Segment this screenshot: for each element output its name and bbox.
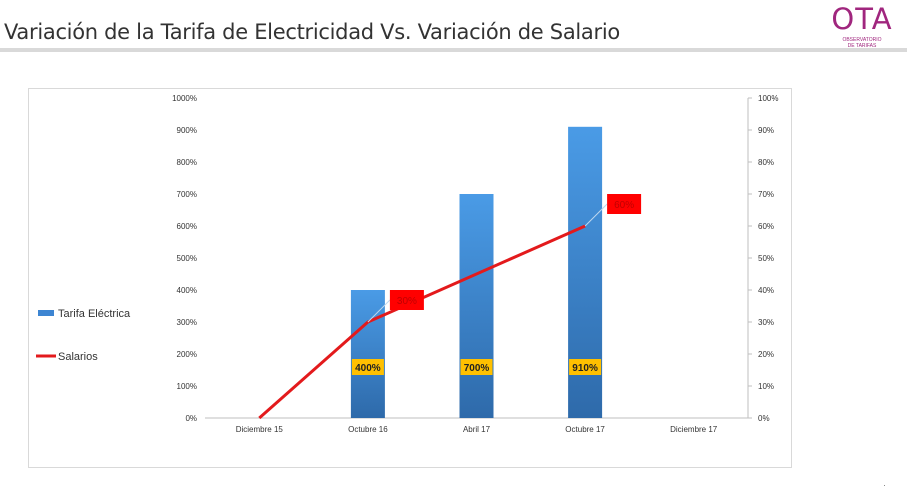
y-left-tick-label: 700% bbox=[177, 190, 197, 199]
y-right-tick-label: 20% bbox=[758, 350, 774, 359]
logo-subtitle-line2: DE TARIFAS bbox=[847, 43, 877, 49]
legend-label-salarios: Salarios bbox=[58, 351, 98, 363]
x-tick-label-diciembre-17: Diciembre 17 bbox=[670, 425, 718, 434]
line-data-label-60: 60% bbox=[614, 200, 634, 211]
bar-data-label-bg bbox=[460, 359, 493, 375]
y-right-tick-label: 0% bbox=[758, 414, 770, 423]
line-label-leader bbox=[367, 299, 391, 323]
salarios-line bbox=[258, 224, 586, 420]
logo-wordmark: OTA bbox=[831, 2, 893, 36]
x-tick-label-octubre-16: Octubre 16 bbox=[348, 425, 388, 434]
x-tick-label-diciembre-15: Diciembre 15 bbox=[236, 425, 284, 434]
y-left-tick-label: 400% bbox=[177, 286, 197, 295]
page-title: Variación de la Tarifa de Electricidad V… bbox=[4, 20, 620, 44]
y-left-tick-label: 100% bbox=[177, 382, 197, 391]
bar-data-label-700: 700% bbox=[464, 363, 490, 374]
y-right-tick-label: 50% bbox=[758, 254, 774, 263]
y-left-tick-label: 600% bbox=[177, 222, 197, 231]
legend-label-tarifa: Tarifa Eléctrica bbox=[58, 308, 131, 320]
y-right-tick-label: 60% bbox=[758, 222, 774, 231]
x-tick-label-octubre-17: Octubre 17 bbox=[565, 425, 605, 434]
y-right-tick-label: 90% bbox=[758, 126, 774, 135]
bar-octubre-16 bbox=[350, 290, 385, 418]
bar-data-label-bg bbox=[351, 359, 384, 375]
line-label-leader bbox=[584, 203, 608, 227]
bar-data-label-910: 910% bbox=[572, 363, 598, 374]
title-divider bbox=[0, 48, 907, 52]
bar-abril-17 bbox=[459, 194, 494, 418]
y-right-tick-label: 70% bbox=[758, 190, 774, 199]
y-left-tick-label: 500% bbox=[177, 254, 197, 263]
y-left-tick-label: 300% bbox=[177, 318, 197, 327]
y-right-tick-label: 30% bbox=[758, 318, 774, 327]
line-data-label-30: 30% bbox=[397, 296, 417, 307]
y-right-tick-label: 40% bbox=[758, 286, 774, 295]
y-left-tick-label: 1000% bbox=[172, 94, 197, 103]
bar-data-label-bg bbox=[569, 359, 602, 375]
x-tick-label-abril-17: Abril 17 bbox=[463, 425, 491, 434]
chart-frame bbox=[28, 88, 792, 468]
bar-data-label-400: 400% bbox=[355, 363, 381, 374]
y-right-tick-label: 10% bbox=[758, 382, 774, 391]
stray-dot bbox=[884, 485, 885, 486]
line-data-label-bg bbox=[389, 290, 424, 310]
y-right-tick-label: 100% bbox=[758, 94, 778, 103]
y-left-tick-label: 900% bbox=[177, 126, 197, 135]
y-left-tick-label: 800% bbox=[177, 158, 197, 167]
y-left-tick-label: 200% bbox=[177, 350, 197, 359]
logo-subtitle-line1: OBSERVATORIO bbox=[842, 37, 882, 43]
legend-swatch-tarifa bbox=[38, 310, 54, 316]
y-left-tick-label: 0% bbox=[185, 414, 197, 423]
line-data-label-bg bbox=[607, 194, 642, 214]
ota-logo: OTA OBSERVATORIO DE TARIFAS bbox=[822, 2, 902, 49]
y-right-tick-label: 80% bbox=[758, 158, 774, 167]
